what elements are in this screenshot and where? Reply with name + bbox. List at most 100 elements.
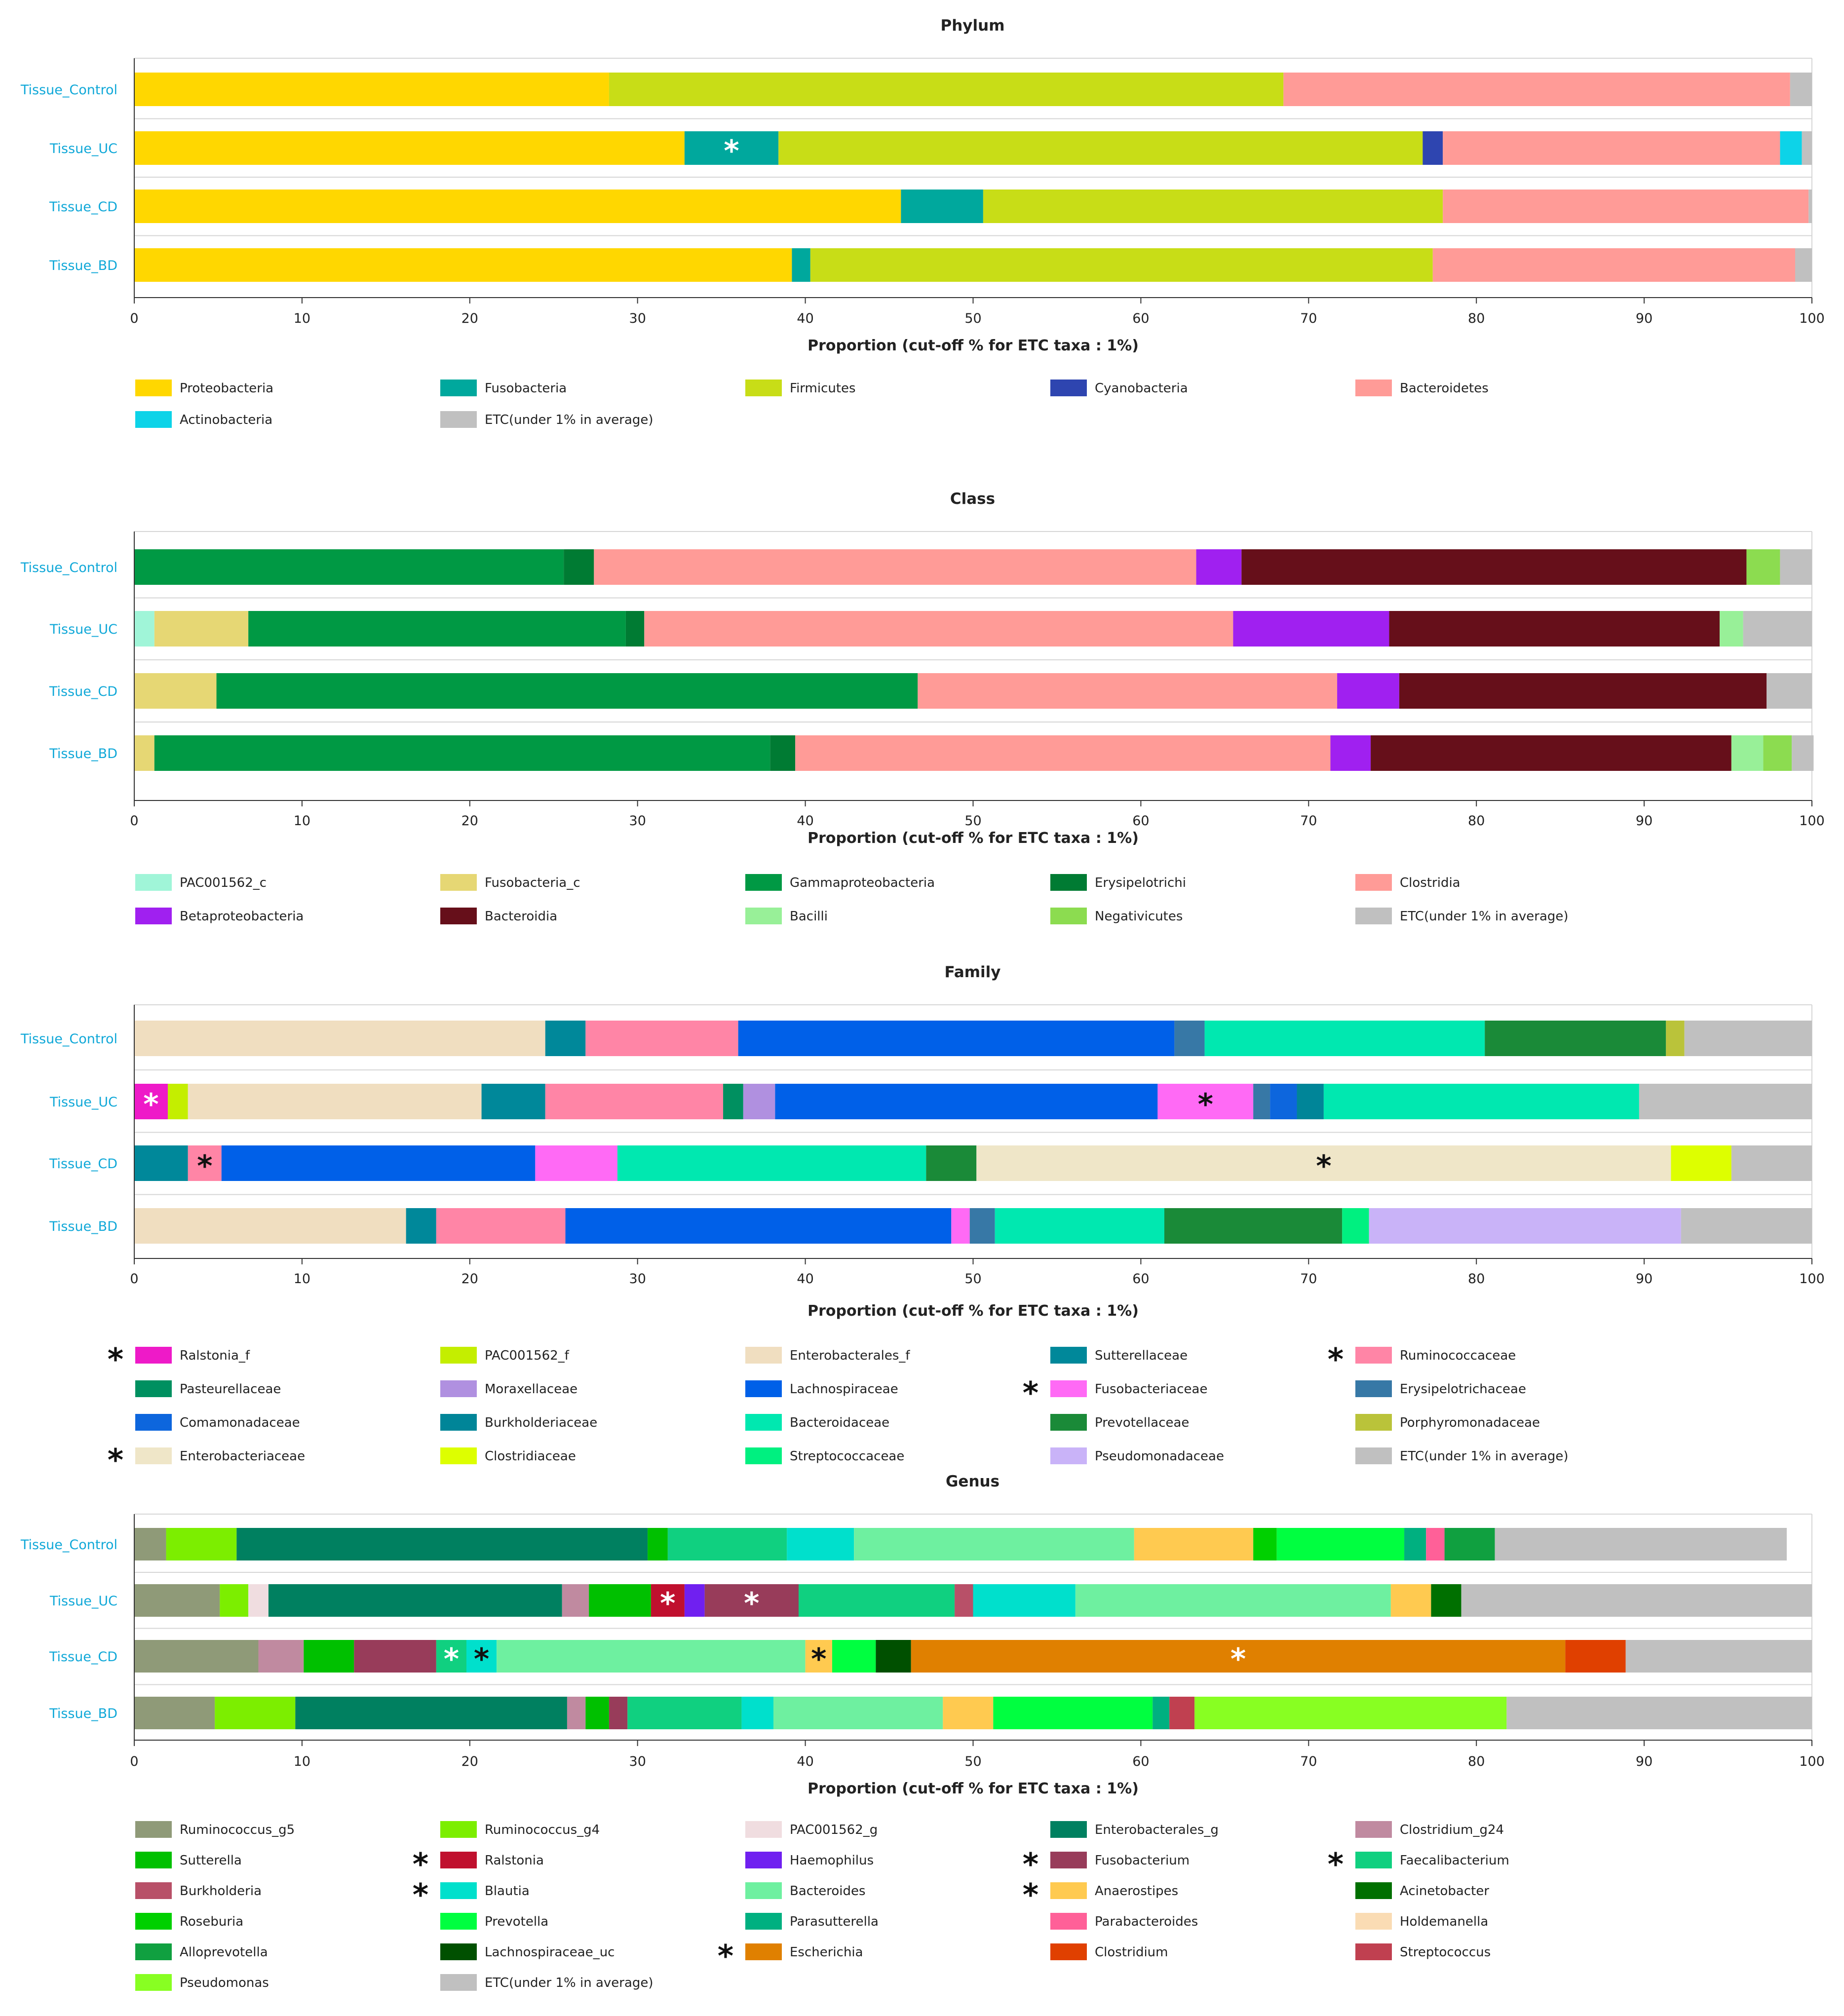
family-legend-swatch-clostridiaceae	[440, 1447, 477, 1464]
family-legend-swatch-lachnospiraceae	[745, 1380, 782, 1397]
genus-category-label: Tissue_UC	[49, 1594, 117, 1609]
family-legend-swatch-fusobacteriaceae	[1050, 1380, 1087, 1397]
genus-legend-swatch-pseudomonas	[135, 1974, 172, 1991]
genus-legend-swatch-pac001562-g	[745, 1821, 782, 1838]
phylum-x-tick-label: 10	[294, 311, 310, 326]
phylum-bar-tissue-control-proteobacteria	[134, 73, 609, 106]
genus-legend-swatch-lachnospiraceae-uc	[440, 1943, 477, 1960]
family-bar-tissue-control-enterobacterales-f	[134, 1021, 545, 1056]
genus-bar-tissue-cd-escherichia	[911, 1640, 1566, 1673]
class-legend-swatch-erysipelotrichi	[1050, 874, 1087, 891]
genus-legend-swatch-acinetobacter	[1355, 1882, 1392, 1899]
phylum-x-tick-label: 30	[629, 311, 646, 326]
class-bar-tissue-bd-betaproteobacteria	[1330, 735, 1371, 771]
phylum-bar-tissue-cd-proteobacteria	[134, 190, 901, 223]
family-legend-swatch-pseudomonadaceae	[1050, 1447, 1087, 1464]
genus-x-tick-label: 0	[130, 1754, 138, 1769]
class-bar-tissue-uc-erysipelotrichi	[625, 611, 645, 647]
class-bar-tissue-uc-fusobacteria-c	[154, 611, 249, 647]
family-bar-tissue-bd-streptococcaceae	[1342, 1208, 1369, 1244]
family-legend-label-moraxellaceae: Moraxellaceae	[485, 1382, 577, 1397]
class-bar-tissue-control-erysipelotrichi	[564, 549, 594, 585]
family-bar-tissue-cd-etc-under-1-in-average	[1731, 1145, 1812, 1181]
class-x-tick-label: 60	[1132, 813, 1149, 829]
family-bar-tissue-cd-enterobacteriaceae	[976, 1145, 1671, 1181]
class-bar-tissue-cd-clostridia	[918, 673, 1338, 709]
class-bar-tissue-uc-clostridia	[644, 611, 1233, 647]
class-legend-label-clostridia: Clostridia	[1400, 875, 1460, 890]
family-legend-swatch-ralstonia-f	[135, 1347, 172, 1364]
family-legend-label-clostridiaceae: Clostridiaceae	[485, 1449, 576, 1464]
genus-legend-swatch-parasutterella	[745, 1913, 782, 1930]
genus-bar-tissue-cd-bacteroides	[497, 1640, 806, 1673]
genus-bar-tissue-uc-etc-under-1-in-average	[1461, 1584, 1812, 1617]
family-legend-label-prevotellaceae: Prevotellaceae	[1095, 1415, 1189, 1430]
genus-x-tick-label: 80	[1468, 1754, 1485, 1769]
family-legend-label-fusobacteriaceae: Fusobacteriaceae	[1095, 1382, 1207, 1397]
family-category-label: Tissue_UC	[49, 1095, 117, 1110]
family-bar-tissue-bd-erysipelotrichaceae	[969, 1208, 995, 1244]
class-category-label: Tissue_CD	[49, 684, 117, 699]
family-category-label: Tissue_Control	[20, 1031, 117, 1047]
genus-bar-tissue-cd-lachnospiraceae-uc	[876, 1640, 911, 1673]
class-legend-label-negativicutes: Negativicutes	[1095, 909, 1183, 924]
class-legend-swatch-bacilli	[745, 908, 782, 924]
family-x-tick-label: 10	[294, 1271, 310, 1287]
genus-legend-label-pac001562-g: PAC001562_g	[790, 1823, 878, 1837]
family-legend-label-enterobacteriaceae: Enterobacteriaceae	[180, 1449, 305, 1464]
family-bar-tissue-control-prevotellaceae	[1485, 1021, 1666, 1056]
family-legend-label-pasteurellaceae: Pasteurellaceae	[180, 1382, 281, 1397]
class-bar-tissue-cd-gammaproteobacteria	[216, 673, 918, 709]
genus-legend-significance-star: *	[1023, 1846, 1038, 1882]
genus-bar-tissue-control-enterobacterales-g	[236, 1528, 648, 1560]
genus-x-tick-label: 70	[1300, 1754, 1317, 1769]
class-bar-tissue-bd-gammaproteobacteria	[154, 735, 770, 771]
phylum-x-tick-label: 20	[461, 311, 478, 326]
genus-legend-label-etc-under-1-in-average: ETC(under 1% in average)	[485, 1976, 653, 1990]
genus-bar-tissue-uc-blautia	[973, 1584, 1076, 1617]
family-chart-title: Family	[944, 963, 1000, 981]
class-bar-tissue-uc-bacilli	[1720, 611, 1743, 647]
class-legend-label-gammaproteobacteria: Gammaproteobacteria	[790, 875, 935, 890]
genus-legend-swatch-prevotella	[440, 1913, 477, 1930]
family-legend-swatch-prevotellaceae	[1050, 1414, 1087, 1431]
class-category-label: Tissue_BD	[49, 746, 117, 761]
family-legend-swatch-streptococcaceae	[745, 1447, 782, 1464]
genus-legend-label-streptococcus: Streptococcus	[1400, 1945, 1491, 1960]
phylum-x-tick-label: 40	[797, 311, 813, 326]
family-bar-tissue-bd-pseudomonadaceae	[1369, 1208, 1681, 1244]
class-bar-tissue-cd-fusobacteria-c	[134, 673, 217, 709]
family-bar-tissue-cd-bacteroidaceae	[617, 1145, 926, 1181]
family-x-tick-label: 90	[1636, 1271, 1652, 1287]
family-legend-swatch-ruminococcaceae	[1355, 1347, 1392, 1364]
genus-legend-label-clostridium-g24: Clostridium_g24	[1400, 1823, 1504, 1837]
genus-bar-tissue-bd-ruminococcus-g4	[215, 1697, 296, 1729]
family-bar-tissue-control-porphyromonadaceae	[1666, 1021, 1685, 1056]
family-legend-swatch-bacteroidaceae	[745, 1414, 782, 1431]
genus-bar-tissue-bd-prevotella	[993, 1697, 1153, 1729]
family-x-axis-label: Proportion (cut-off % for ETC taxa : 1%)	[807, 1302, 1139, 1320]
genus-legend-swatch-anaerostipes	[1050, 1882, 1087, 1899]
family-legend-label-pac001562-f: PAC001562_f	[485, 1348, 570, 1363]
class-category-label: Tissue_UC	[49, 622, 117, 637]
family-bar-tissue-bd-enterobacterales-f	[134, 1208, 406, 1244]
genus-bar-tissue-control-etc-under-1-in-average	[1495, 1528, 1787, 1560]
family-bar-tissue-uc-ralstonia-f	[134, 1084, 168, 1119]
genus-legend-swatch-faecalibacterium	[1355, 1852, 1392, 1868]
phylum-legend-swatch-proteobacteria	[135, 380, 172, 396]
family-legend-label-streptococcaceae: Streptococcaceae	[790, 1449, 904, 1464]
family-legend-swatch-moraxellaceae	[440, 1380, 477, 1397]
genus-legend-label-alloprevotella: Alloprevotella	[180, 1945, 268, 1960]
class-legend-swatch-negativicutes	[1050, 908, 1087, 924]
family-legend-significance-star: *	[1328, 1341, 1344, 1377]
genus-legend-swatch-parabacteroides	[1050, 1913, 1087, 1930]
genus-bar-tissue-control-anaerostipes	[1134, 1528, 1254, 1560]
family-legend-label-enterobacterales-f: Enterobacterales_f	[790, 1348, 910, 1363]
class-bar-tissue-uc-bacteroidia	[1389, 611, 1720, 647]
phylum-chart-title: Phylum	[941, 17, 1005, 35]
phylum-bar-tissue-uc-proteobacteria	[134, 131, 685, 165]
family-category-label: Tissue_BD	[49, 1219, 117, 1234]
genus-bar-tissue-bd-fusobacterium	[609, 1697, 628, 1729]
class-x-tick-label: 40	[797, 813, 813, 829]
phylum-bar-tissue-uc-bacteroidetes	[1443, 131, 1780, 165]
